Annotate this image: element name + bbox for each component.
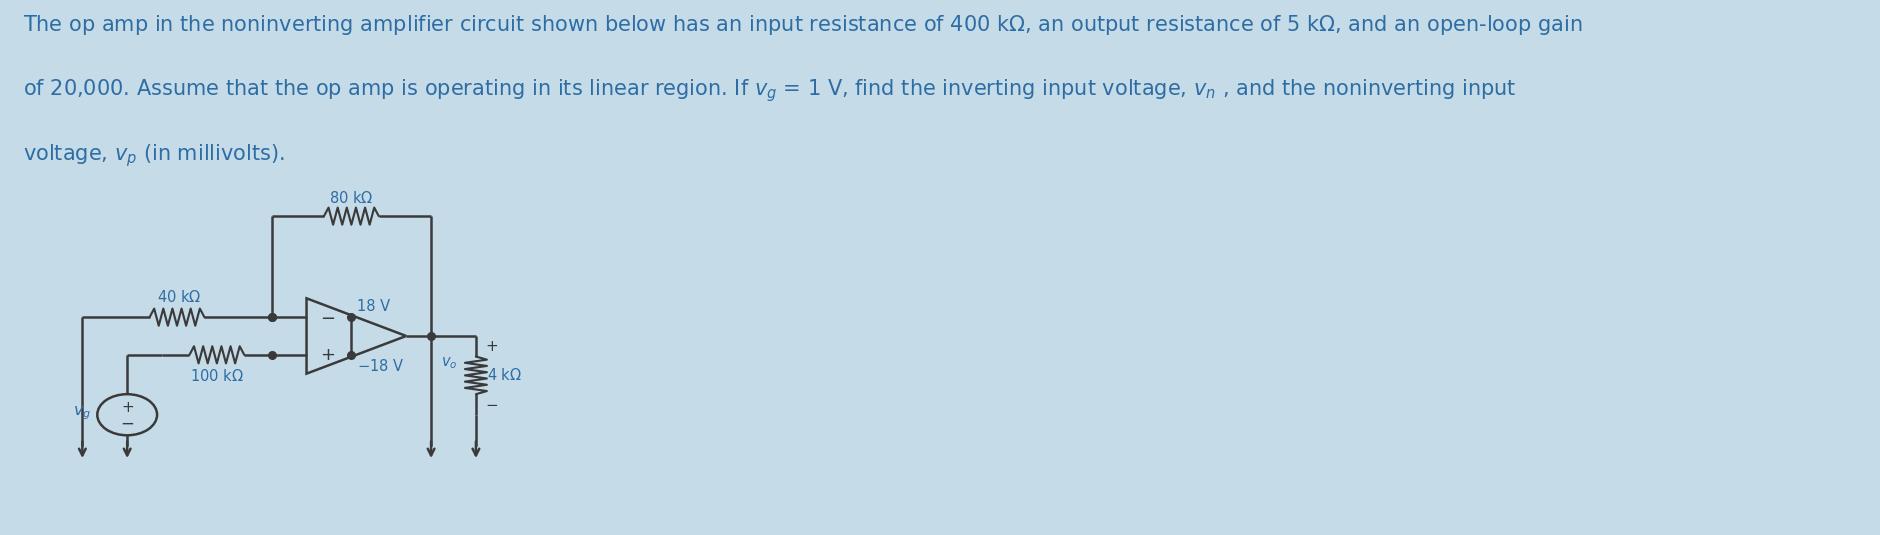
- Text: 18 V: 18 V: [357, 300, 391, 315]
- Text: $-$: $-$: [485, 396, 498, 411]
- Text: $v_g$: $v_g$: [73, 404, 92, 422]
- Text: $+$: $+$: [485, 339, 498, 354]
- Text: 4 k$\Omega$: 4 k$\Omega$: [487, 368, 523, 384]
- Text: $v_o$: $v_o$: [440, 356, 457, 371]
- Text: $+$: $+$: [120, 400, 133, 415]
- Text: of 20,000. Assume that the op amp is operating in its linear region. If $v_g$ = : of 20,000. Assume that the op amp is ope…: [23, 78, 1515, 104]
- Text: 100 k$\Omega$: 100 k$\Omega$: [190, 368, 244, 384]
- Text: voltage, $v_p$ (in millivolts).: voltage, $v_p$ (in millivolts).: [23, 142, 284, 169]
- Text: 40 k$\Omega$: 40 k$\Omega$: [158, 289, 201, 305]
- Text: $-$: $-$: [320, 308, 337, 326]
- Text: $+$: $+$: [320, 346, 337, 364]
- Text: The op amp in the noninverting amplifier circuit shown below has an input resist: The op amp in the noninverting amplifier…: [23, 13, 1583, 37]
- Text: $-$: $-$: [120, 413, 133, 431]
- Text: 80 k$\Omega$: 80 k$\Omega$: [329, 190, 374, 206]
- Text: $-$18 V: $-$18 V: [357, 357, 404, 373]
